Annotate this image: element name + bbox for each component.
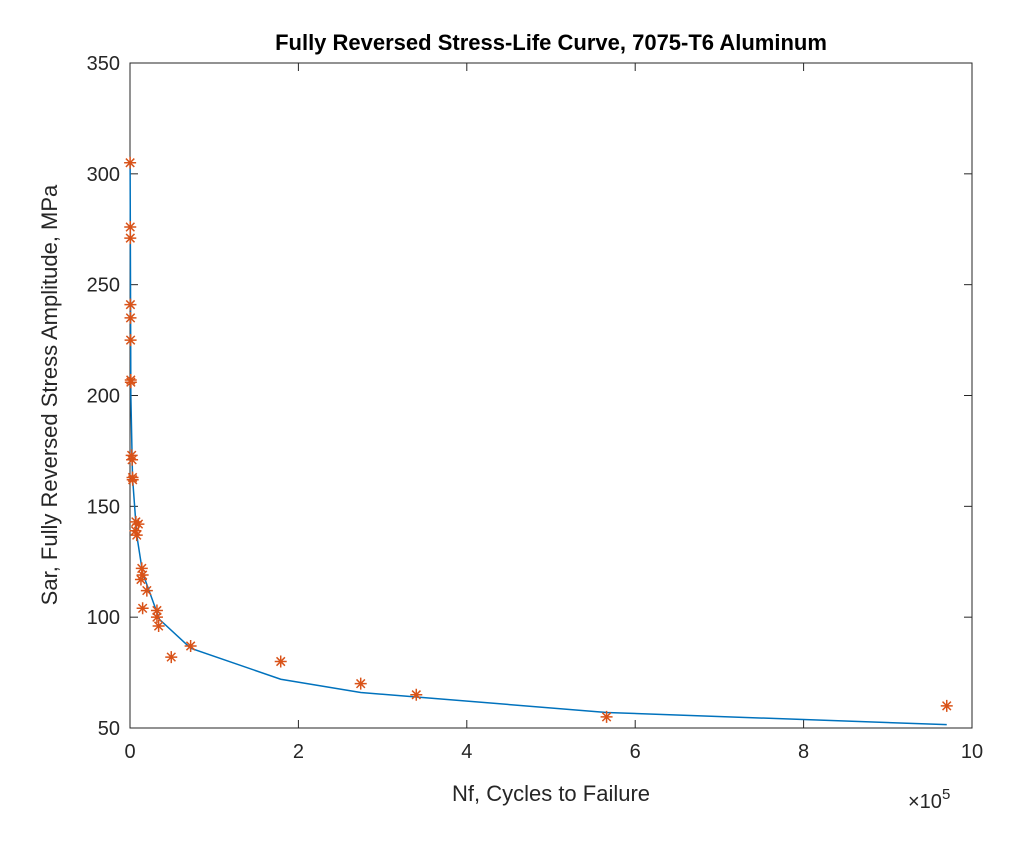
asterisk-marker bbox=[140, 584, 153, 597]
asterisk-marker bbox=[152, 620, 165, 633]
y-tick-label: 100 bbox=[87, 607, 120, 629]
asterisk-marker bbox=[410, 688, 423, 701]
data-point bbox=[126, 453, 139, 466]
asterisk-marker bbox=[126, 453, 139, 466]
asterisk-marker bbox=[274, 655, 287, 668]
asterisk-marker bbox=[124, 298, 137, 311]
multiplier-exponent: 5 bbox=[942, 786, 950, 803]
data-point bbox=[600, 710, 613, 723]
asterisk-marker bbox=[150, 611, 163, 624]
x-tick-label: 8 bbox=[798, 741, 809, 763]
chart-title: Fully Reversed Stress-Life Curve, 7075-T… bbox=[275, 30, 827, 55]
asterisk-marker bbox=[136, 602, 149, 615]
y-tick-label: 50 bbox=[98, 718, 120, 740]
data-point bbox=[150, 604, 163, 617]
data-point bbox=[124, 221, 137, 234]
x-tick-label: 4 bbox=[461, 741, 472, 763]
asterisk-marker bbox=[124, 221, 137, 234]
asterisk-marker bbox=[129, 524, 142, 537]
asterisk-marker bbox=[135, 562, 148, 575]
asterisk-marker bbox=[600, 710, 613, 723]
y-tick-label: 300 bbox=[87, 164, 120, 186]
y-tick-label: 150 bbox=[87, 496, 120, 518]
data-point bbox=[140, 584, 153, 597]
asterisk-marker bbox=[940, 699, 953, 712]
x-axis-label: Nf, Cycles to Failure bbox=[452, 781, 650, 806]
data-point bbox=[124, 156, 137, 169]
asterisk-marker bbox=[126, 473, 139, 486]
asterisk-marker bbox=[354, 677, 367, 690]
asterisk-marker bbox=[150, 604, 163, 617]
data-point bbox=[135, 562, 148, 575]
data-point bbox=[130, 529, 143, 542]
data-point bbox=[124, 311, 137, 324]
plot-area bbox=[129, 62, 973, 729]
x-tick-label: 6 bbox=[630, 741, 641, 763]
data-point bbox=[410, 688, 423, 701]
asterisk-marker bbox=[124, 156, 137, 169]
data-point bbox=[136, 569, 149, 582]
multiplier-base: ×10 bbox=[908, 791, 942, 813]
data-point bbox=[132, 518, 145, 531]
data-point bbox=[150, 611, 163, 624]
x-tick-label: 2 bbox=[293, 741, 304, 763]
asterisk-marker bbox=[165, 651, 178, 664]
data-point bbox=[354, 677, 367, 690]
data-point bbox=[136, 602, 149, 615]
asterisk-marker bbox=[184, 639, 197, 652]
data-point bbox=[124, 232, 137, 245]
y-axis-label: Sar, Fully Reversed Stress Amplitude, MP… bbox=[37, 184, 62, 605]
data-point bbox=[184, 639, 197, 652]
asterisk-marker bbox=[124, 311, 137, 324]
y-tick-label: 250 bbox=[87, 275, 120, 297]
x-tick-label: 0 bbox=[124, 741, 135, 763]
data-point bbox=[940, 699, 953, 712]
asterisk-marker bbox=[130, 529, 143, 542]
data-point bbox=[165, 651, 178, 664]
asterisk-marker bbox=[124, 334, 137, 347]
asterisk-marker bbox=[134, 573, 147, 586]
asterisk-marker bbox=[124, 376, 137, 389]
asterisk-marker bbox=[136, 569, 149, 582]
x-axis-multiplier: ×105 bbox=[908, 786, 950, 813]
data-point bbox=[124, 376, 137, 389]
data-point bbox=[126, 473, 139, 486]
data-point bbox=[124, 298, 137, 311]
x-tick-label: 10 bbox=[961, 741, 983, 763]
y-tick-label: 350 bbox=[87, 53, 120, 75]
data-point bbox=[124, 334, 137, 347]
asterisk-marker bbox=[124, 232, 137, 245]
data-point bbox=[274, 655, 287, 668]
data-point bbox=[152, 620, 165, 633]
data-point bbox=[134, 573, 147, 586]
y-tick-label: 200 bbox=[87, 386, 120, 408]
asterisk-marker bbox=[132, 518, 145, 531]
data-point bbox=[129, 524, 142, 537]
